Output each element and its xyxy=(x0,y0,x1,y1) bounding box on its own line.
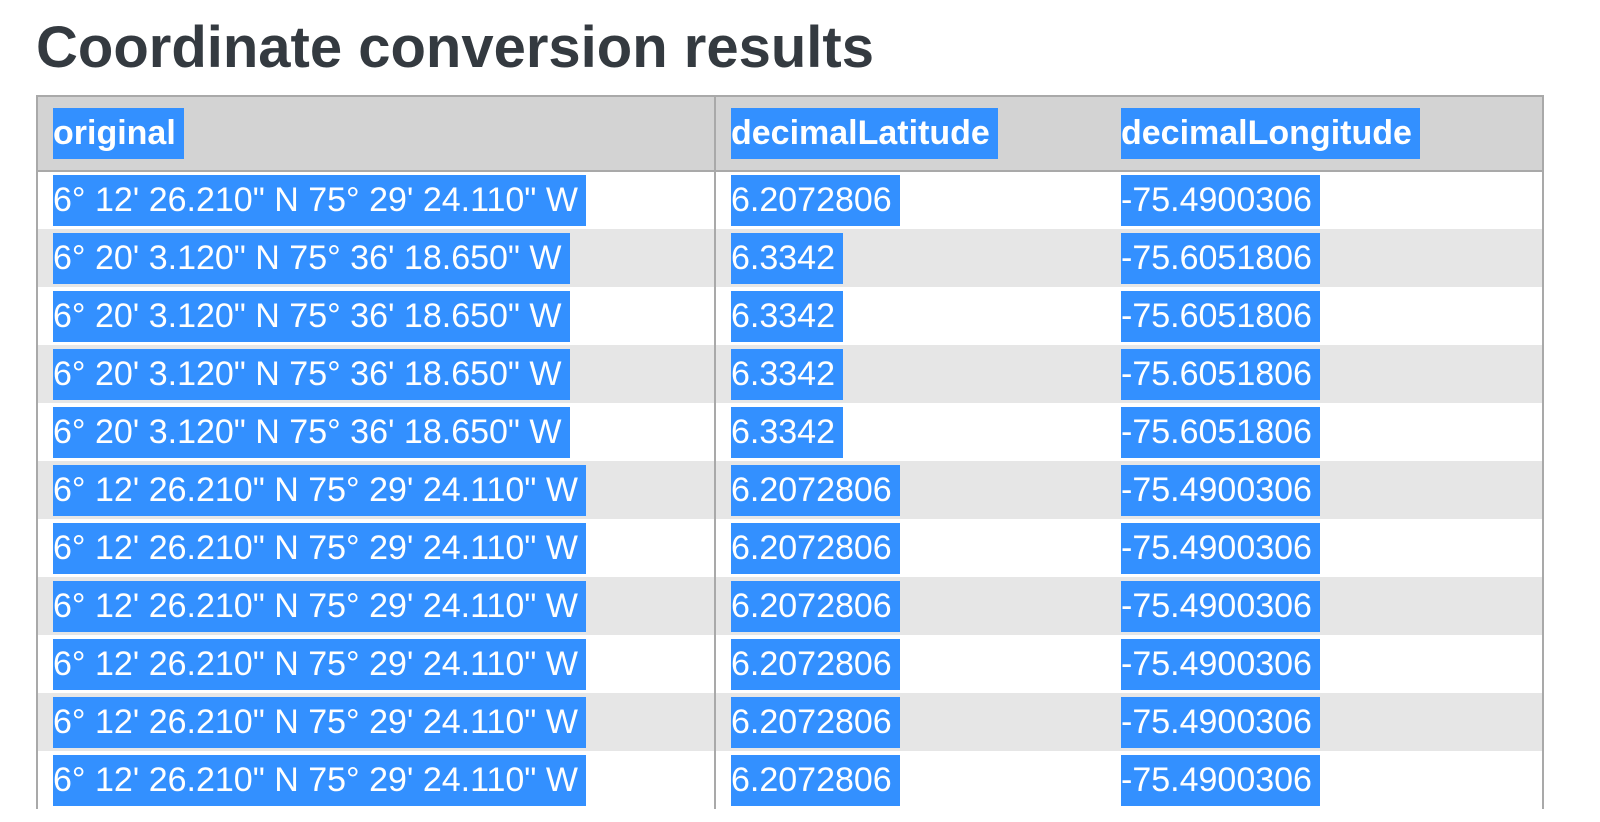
cell-value: 6.2072806 xyxy=(731,638,900,690)
cell-original[interactable]: 6° 12' 26.210" N 75° 29' 24.110" W xyxy=(37,171,716,229)
table-row[interactable]: 6° 12' 26.210" N 75° 29' 24.110" W 6.2072… xyxy=(37,577,1543,635)
cell-value: -75.4900306 xyxy=(1121,696,1320,748)
cell-value: -75.4900306 xyxy=(1121,464,1320,516)
cell-value: -75.4900306 xyxy=(1121,175,1320,226)
cell-decimal-latitude[interactable]: 6.2072806 xyxy=(715,577,1106,635)
cell-decimal-longitude[interactable]: -75.4900306 xyxy=(1106,171,1543,229)
cell-value: 6° 20' 3.120" N 75° 36' 18.650" W xyxy=(53,290,570,342)
cell-value: -75.4900306 xyxy=(1121,638,1320,690)
cell-value: 6.2072806 xyxy=(731,464,900,516)
column-header-decimal-latitude[interactable]: decimalLatitude xyxy=(715,96,1106,172)
table-body: 6° 12' 26.210" N 75° 29' 24.110" W 6.2072… xyxy=(37,171,1543,809)
cell-value: 6.3342 xyxy=(731,406,843,458)
cell-decimal-latitude[interactable]: 6.2072806 xyxy=(715,751,1106,809)
table-row[interactable]: 6° 12' 26.210" N 75° 29' 24.110" W 6.2072… xyxy=(37,171,1543,229)
cell-decimal-latitude[interactable]: 6.3342 xyxy=(715,229,1106,287)
cell-value: -75.6051806 xyxy=(1121,348,1320,400)
table-row[interactable]: 6° 20' 3.120" N 75° 36' 18.650" W 6.3342 -… xyxy=(37,403,1543,461)
cell-original[interactable]: 6° 20' 3.120" N 75° 36' 18.650" W xyxy=(37,229,716,287)
cell-value: 6° 12' 26.210" N 75° 29' 24.110" W xyxy=(53,754,586,806)
table-row[interactable]: 6° 12' 26.210" N 75° 29' 24.110" W 6.2072… xyxy=(37,519,1543,577)
table-row[interactable]: 6° 20' 3.120" N 75° 36' 18.650" W 6.3342 -… xyxy=(37,229,1543,287)
cell-value: -75.4900306 xyxy=(1121,580,1320,632)
cell-value: 6° 12' 26.210" N 75° 29' 24.110" W xyxy=(53,638,586,690)
cell-value: 6° 12' 26.210" N 75° 29' 24.110" W xyxy=(53,580,586,632)
column-header-label: decimalLongitude xyxy=(1121,108,1420,159)
column-header-label: original xyxy=(53,108,184,159)
cell-decimal-latitude[interactable]: 6.2072806 xyxy=(715,519,1106,577)
cell-original[interactable]: 6° 20' 3.120" N 75° 36' 18.650" W xyxy=(37,345,716,403)
results-table: original decimalLatitude decimalLongitud… xyxy=(36,95,1544,809)
cell-original[interactable]: 6° 12' 26.210" N 75° 29' 24.110" W xyxy=(37,635,716,693)
table-row[interactable]: 6° 12' 26.210" N 75° 29' 24.110" W 6.2072… xyxy=(37,461,1543,519)
cell-decimal-longitude[interactable]: -75.4900306 xyxy=(1106,519,1543,577)
cell-decimal-longitude[interactable]: -75.4900306 xyxy=(1106,461,1543,519)
cell-decimal-latitude[interactable]: 6.2072806 xyxy=(715,635,1106,693)
cell-decimal-latitude[interactable]: 6.2072806 xyxy=(715,171,1106,229)
cell-value: 6.3342 xyxy=(731,232,843,284)
cell-value: -75.4900306 xyxy=(1121,754,1320,806)
cell-original[interactable]: 6° 20' 3.120" N 75° 36' 18.650" W xyxy=(37,403,716,461)
cell-decimal-latitude[interactable]: 6.2072806 xyxy=(715,461,1106,519)
cell-value: 6.2072806 xyxy=(731,175,900,226)
cell-original[interactable]: 6° 12' 26.210" N 75° 29' 24.110" W xyxy=(37,693,716,751)
cell-value: 6.3342 xyxy=(731,290,843,342)
cell-decimal-latitude[interactable]: 6.2072806 xyxy=(715,693,1106,751)
page-title: Coordinate conversion results xyxy=(36,15,874,80)
cell-value: -75.6051806 xyxy=(1121,406,1320,458)
cell-decimal-longitude[interactable]: -75.4900306 xyxy=(1106,635,1543,693)
cell-decimal-longitude[interactable]: -75.6051806 xyxy=(1106,345,1543,403)
table-row[interactable]: 6° 12' 26.210" N 75° 29' 24.110" W 6.2072… xyxy=(37,635,1543,693)
cell-original[interactable]: 6° 12' 26.210" N 75° 29' 24.110" W xyxy=(37,751,716,809)
cell-value: 6° 12' 26.210" N 75° 29' 24.110" W xyxy=(53,522,586,574)
cell-value: 6.2072806 xyxy=(731,522,900,574)
cell-decimal-longitude[interactable]: -75.4900306 xyxy=(1106,751,1543,809)
table-row[interactable]: 6° 12' 26.210" N 75° 29' 24.110" W 6.2072… xyxy=(37,751,1543,809)
cell-decimal-longitude[interactable]: -75.4900306 xyxy=(1106,693,1543,751)
cell-original[interactable]: 6° 12' 26.210" N 75° 29' 24.110" W xyxy=(37,577,716,635)
cell-decimal-latitude[interactable]: 6.3342 xyxy=(715,345,1106,403)
cell-value: -75.6051806 xyxy=(1121,232,1320,284)
cell-value: 6.3342 xyxy=(731,348,843,400)
header-row: original decimalLatitude decimalLongitud… xyxy=(37,96,1543,172)
cell-value: 6° 12' 26.210" N 75° 29' 24.110" W xyxy=(53,696,586,748)
cell-value: -75.4900306 xyxy=(1121,522,1320,574)
cell-original[interactable]: 6° 20' 3.120" N 75° 36' 18.650" W xyxy=(37,287,716,345)
table-row[interactable]: 6° 12' 26.210" N 75° 29' 24.110" W 6.2072… xyxy=(37,693,1543,751)
cell-value: 6.2072806 xyxy=(731,580,900,632)
cell-value: 6° 12' 26.210" N 75° 29' 24.110" W xyxy=(53,175,586,226)
cell-value: 6° 20' 3.120" N 75° 36' 18.650" W xyxy=(53,232,570,284)
cell-decimal-longitude[interactable]: -75.6051806 xyxy=(1106,287,1543,345)
cell-decimal-longitude[interactable]: -75.6051806 xyxy=(1106,229,1543,287)
cell-value: 6° 12' 26.210" N 75° 29' 24.110" W xyxy=(53,464,586,516)
cell-value: 6.2072806 xyxy=(731,696,900,748)
column-header-decimal-longitude[interactable]: decimalLongitude xyxy=(1106,96,1543,172)
cell-decimal-latitude[interactable]: 6.3342 xyxy=(715,287,1106,345)
cell-decimal-longitude[interactable]: -75.6051806 xyxy=(1106,403,1543,461)
cell-original[interactable]: 6° 12' 26.210" N 75° 29' 24.110" W xyxy=(37,461,716,519)
cell-decimal-latitude[interactable]: 6.3342 xyxy=(715,403,1106,461)
table-row[interactable]: 6° 20' 3.120" N 75° 36' 18.650" W 6.3342 -… xyxy=(37,287,1543,345)
cell-value: 6° 20' 3.120" N 75° 36' 18.650" W xyxy=(53,348,570,400)
cell-value: 6.2072806 xyxy=(731,754,900,806)
cell-value: -75.6051806 xyxy=(1121,290,1320,342)
column-header-original[interactable]: original xyxy=(37,96,716,172)
table-header: original decimalLatitude decimalLongitud… xyxy=(37,96,1543,172)
cell-decimal-longitude[interactable]: -75.4900306 xyxy=(1106,577,1543,635)
column-header-label: decimalLatitude xyxy=(731,108,998,159)
table-row[interactable]: 6° 20' 3.120" N 75° 36' 18.650" W 6.3342 -… xyxy=(37,345,1543,403)
cell-original[interactable]: 6° 12' 26.210" N 75° 29' 24.110" W xyxy=(37,519,716,577)
cell-value: 6° 20' 3.120" N 75° 36' 18.650" W xyxy=(53,406,570,458)
